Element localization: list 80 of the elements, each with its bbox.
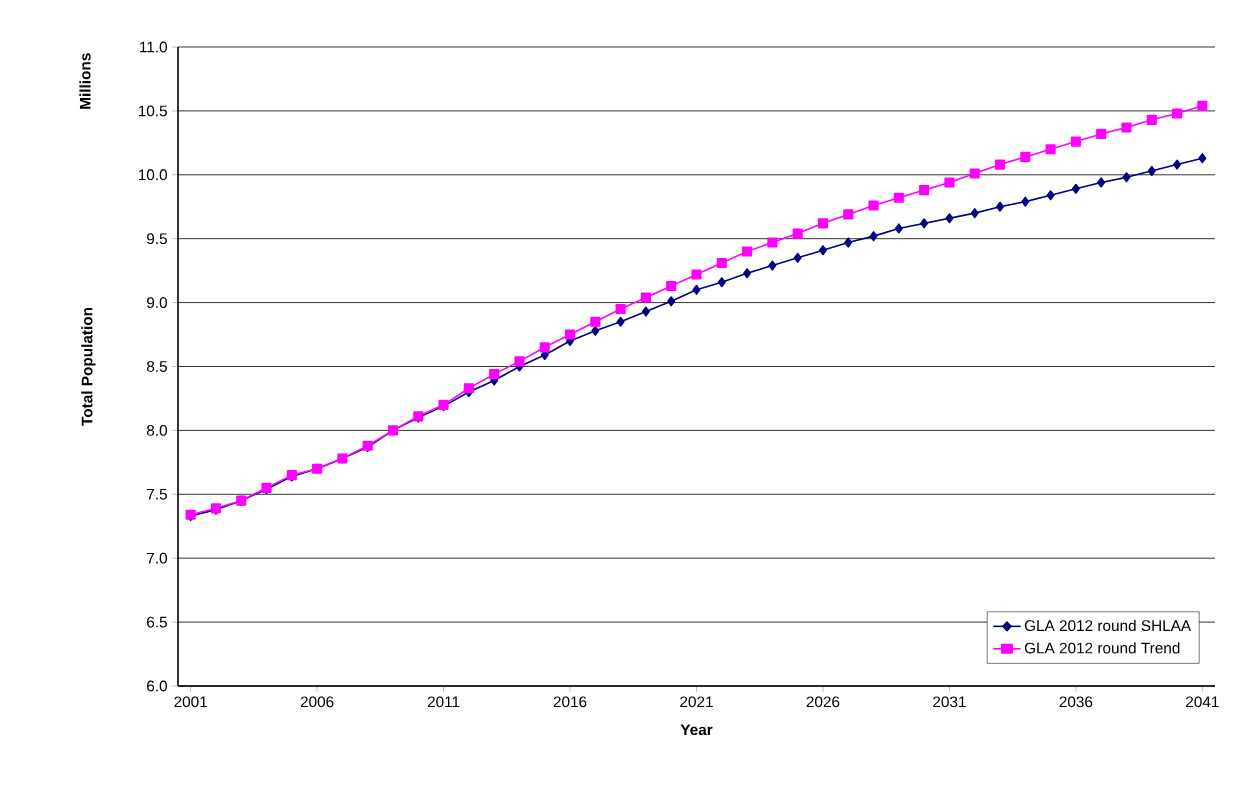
point [1071, 183, 1080, 194]
x-tick-label: 2041 [1186, 696, 1219, 708]
y-tick-label: 10.5 [138, 105, 167, 117]
point [893, 192, 904, 203]
point [489, 369, 500, 380]
point [1096, 128, 1107, 139]
x-tick-label: 2011 [427, 696, 460, 708]
legend-label: GLA 2012 round Trend [1024, 642, 1180, 654]
y-tick-label: 10.0 [138, 169, 167, 181]
point [666, 280, 677, 292]
y-tick-label: 9.5 [147, 233, 167, 245]
y-tick-label: 7.0 [147, 552, 168, 564]
point [768, 260, 777, 271]
point [667, 296, 676, 307]
point [539, 342, 550, 353]
point [1122, 172, 1131, 183]
y-tick-label: 9.0 [147, 297, 168, 309]
point [969, 168, 980, 179]
point [844, 237, 853, 248]
point [717, 277, 726, 288]
point [1097, 177, 1106, 188]
point [793, 252, 802, 263]
point [1171, 108, 1183, 119]
point [691, 269, 702, 280]
point [1121, 122, 1132, 133]
point [869, 231, 878, 242]
point [920, 218, 929, 229]
x-tick-label: 2036 [1059, 696, 1093, 708]
point [564, 329, 576, 340]
point [1147, 165, 1156, 177]
point [640, 292, 651, 303]
x-tick-label: 2001 [174, 696, 207, 708]
point [615, 303, 626, 315]
point [1198, 153, 1207, 164]
y-axis-title: Total Population [81, 307, 96, 426]
point [590, 316, 601, 327]
point [1020, 151, 1031, 162]
point [1046, 190, 1055, 201]
point [817, 218, 829, 229]
point [1146, 114, 1157, 125]
x-tick-label: 2016 [553, 696, 587, 708]
y-tick-label: 6.5 [147, 616, 167, 628]
point [970, 208, 979, 219]
y-tick-label: 8.5 [146, 361, 167, 372]
point [743, 268, 752, 279]
point [716, 257, 727, 269]
y-tick-label: 7.5 [147, 488, 167, 500]
x-tick-label: 2031 [933, 696, 966, 708]
point [616, 316, 625, 327]
x-tick-label: 2006 [300, 696, 334, 708]
point [792, 228, 803, 239]
point [818, 245, 827, 256]
point [894, 223, 903, 234]
point [1173, 159, 1182, 170]
x-tick-label: 2021 [680, 696, 713, 708]
point [1021, 196, 1030, 207]
point [945, 213, 954, 224]
y-tick-label: 8.0 [146, 424, 168, 436]
point [843, 209, 854, 220]
point [1045, 144, 1056, 155]
point [591, 325, 600, 336]
y-tick-label: 6.0 [147, 680, 168, 692]
y-tick-label: 11.0 [140, 41, 168, 53]
point [742, 246, 753, 257]
point [692, 284, 701, 295]
point [868, 200, 879, 211]
legend-label: GLA 2012 round SHLAA [1024, 619, 1192, 632]
point [996, 201, 1005, 212]
point [994, 159, 1006, 170]
point [767, 237, 778, 248]
point [944, 177, 955, 188]
text: Millions [79, 53, 91, 109]
point [1070, 136, 1081, 147]
point [463, 383, 474, 394]
point [514, 356, 525, 367]
x-axis-title: Year [680, 724, 713, 736]
point [919, 185, 930, 196]
x-tick-label: 2026 [806, 696, 840, 708]
point [1197, 100, 1208, 111]
point [641, 306, 650, 317]
